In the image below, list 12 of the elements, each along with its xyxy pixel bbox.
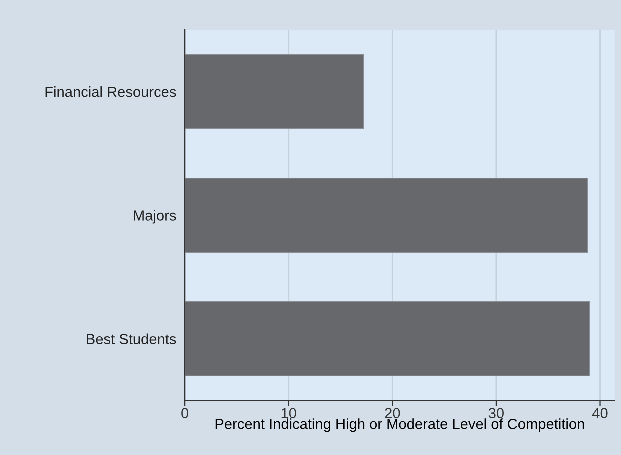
x-tick-label: 40 xyxy=(592,408,608,419)
y-tick-label: Majors xyxy=(134,210,176,224)
bar xyxy=(185,54,364,130)
y-tick-label: Best Students xyxy=(87,334,176,344)
x-tick-label: 10 xyxy=(282,408,296,419)
x-axis-title: Percent Indicating High or Moderate Level of Competition xyxy=(216,418,584,432)
x-tick-label: 20 xyxy=(385,408,400,419)
bar xyxy=(185,178,588,253)
x-tick-label: 0 xyxy=(182,408,189,419)
x-tick-label: 30 xyxy=(488,408,504,419)
y-tick-label: Financial Resources xyxy=(46,86,176,98)
bar xyxy=(185,302,590,377)
